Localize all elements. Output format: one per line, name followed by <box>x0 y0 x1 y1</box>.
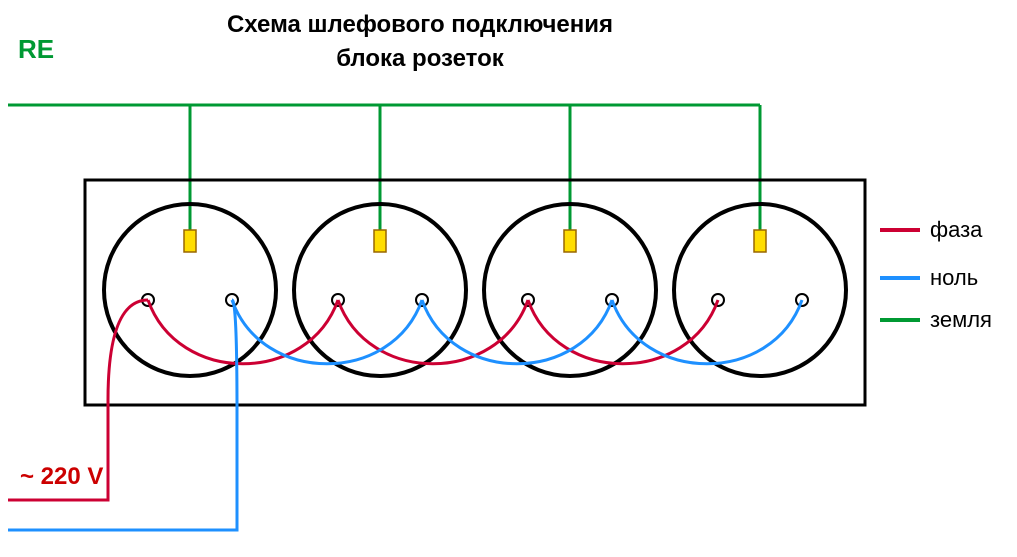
re-label: RE <box>18 34 54 64</box>
neutral-link-1 <box>422 300 612 364</box>
phase-link-1 <box>338 300 528 364</box>
legend-label-earth: земля <box>930 307 992 332</box>
socket-block-outline <box>85 180 865 405</box>
neutral-feed-wire <box>8 300 237 530</box>
neutral-link-2 <box>612 300 802 364</box>
neutral-link-0 <box>232 300 422 364</box>
phase-link-0 <box>148 300 338 364</box>
earth-terminal-1 <box>374 230 386 252</box>
phase-link-2 <box>528 300 718 364</box>
legend-label-neutral: ноль <box>930 265 978 290</box>
earth-terminal-0 <box>184 230 196 252</box>
earth-terminal-2 <box>564 230 576 252</box>
diagram-title-line1: Схема шлефового подключения <box>227 11 613 38</box>
earth-terminal-3 <box>754 230 766 252</box>
legend-label-phase: фаза <box>930 217 983 242</box>
diagram-title-line2: блока розеток <box>336 45 505 72</box>
voltage-label: ~ 220 V <box>20 463 103 490</box>
wiring-diagram: Схема шлефового подключения блока розеток… <box>0 0 1017 557</box>
